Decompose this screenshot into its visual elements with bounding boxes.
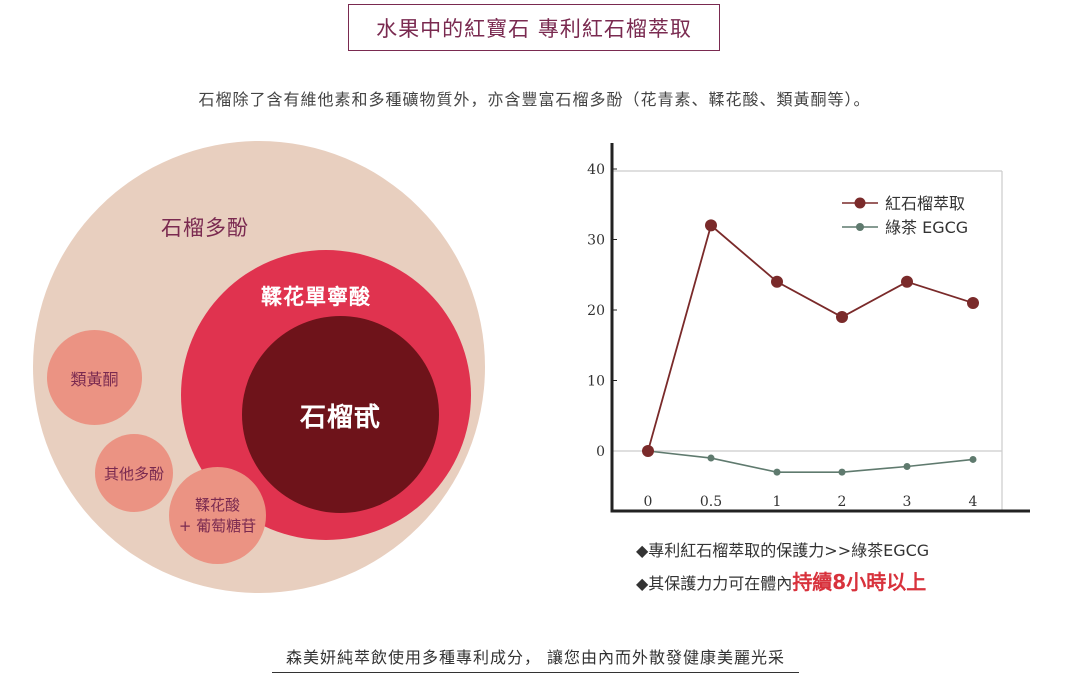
y-tick-label: 10 <box>587 374 605 390</box>
x-tick-label: 0.5 <box>700 494 722 510</box>
footer-text: 森美妍純萃飲使用多種專利成分， 讓您由內而外散發健康美麗光采 <box>272 644 799 673</box>
series-point <box>705 219 717 232</box>
series-point <box>707 454 715 462</box>
inner-circle-label: 石榴甙 <box>300 403 382 433</box>
x-tick-label: 0 <box>644 494 653 510</box>
other-polyphenols-bubble: 其他多酚 <box>95 434 173 512</box>
inner-circle <box>242 316 439 513</box>
y-tick-label: 0 <box>596 444 605 460</box>
ellagic-acid-label: 鞣花酸 <box>194 495 240 514</box>
note-1: ◆專利紅石榴萃取的保護力>>綠茶EGCG <box>636 541 930 560</box>
other-polyphenols-label: 其他多酚 <box>103 464 164 483</box>
note-2-highlight: 持續8小時以上 <box>792 570 927 594</box>
y-tick-label: 30 <box>587 233 605 249</box>
note-2-prefix: ◆其保護力力可在體內 <box>636 574 793 593</box>
series-point <box>836 311 848 324</box>
flavonoid-label: 類黃酮 <box>70 369 119 389</box>
series-point <box>771 275 783 288</box>
middle-circle-label: 鞣花單寧酸 <box>261 285 371 309</box>
legend-label: 綠茶 EGCG <box>885 218 968 237</box>
flavonoid-bubble: 類黃酮 <box>47 330 142 425</box>
series-point <box>969 455 977 463</box>
x-tick-label: 4 <box>969 494 978 510</box>
ellagic-glucoside-bubble: 鞣花酸 + 葡萄糖苷 <box>169 467 266 564</box>
y-tick-label: 40 <box>587 162 605 178</box>
intro-text: 石榴除了含有維他素和多種礦物質外，亦含豐富石榴多酚（花青素、鞣花酸、類黃酮等）。 <box>198 90 871 109</box>
series-point <box>773 468 781 476</box>
series-point <box>903 463 911 471</box>
x-tick-label: 1 <box>773 494 782 510</box>
note-2: ◆其保護力力可在體內持續8小時以上 <box>636 566 926 595</box>
legend-swatch-dot <box>854 197 866 209</box>
series-point <box>838 468 846 476</box>
page-title: 水果中的紅寶石 專利紅石榴萃取 <box>348 4 720 51</box>
series-point <box>967 296 979 309</box>
glucoside-label: + 葡萄糖苷 <box>178 516 257 535</box>
legend-label: 紅石榴萃取 <box>885 194 965 213</box>
series-point <box>901 275 913 288</box>
series-line <box>647 223 974 452</box>
y-tick-label: 20 <box>587 303 605 319</box>
x-tick-label: 2 <box>838 494 847 510</box>
legend-swatch-dot <box>856 223 864 231</box>
series-point <box>642 445 654 457</box>
x-tick-label: 3 <box>903 494 912 510</box>
outer-circle-label: 石榴多酚 <box>161 216 249 240</box>
series-line <box>647 450 974 473</box>
